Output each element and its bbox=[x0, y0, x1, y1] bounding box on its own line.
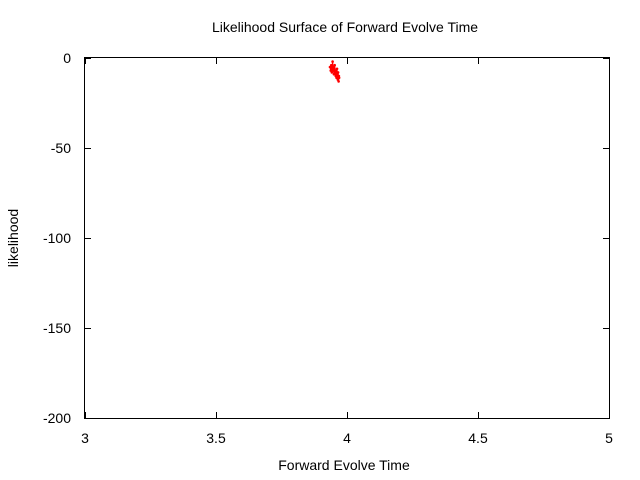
data-point bbox=[330, 71, 334, 74]
y-tick-label: 0 bbox=[63, 50, 71, 66]
data-point bbox=[335, 76, 338, 80]
x-tick-label: 3 bbox=[81, 430, 89, 446]
y-axis-label: likelihood bbox=[5, 209, 21, 267]
y-tick-label: -100 bbox=[43, 230, 71, 246]
x-tick-label: 3.5 bbox=[206, 430, 226, 446]
data-point bbox=[335, 67, 339, 71]
data-point bbox=[328, 65, 332, 69]
x-axis-label: Forward Evolve Time bbox=[278, 457, 410, 473]
chart-title: Likelihood Surface of Forward Evolve Tim… bbox=[212, 19, 478, 35]
data-point bbox=[333, 67, 336, 71]
axis-ticks bbox=[85, 58, 610, 419]
tick-labels: 3 3.5 4 4.5 5 0 -50 -100 -150 -200 bbox=[43, 50, 613, 446]
data-point bbox=[332, 72, 336, 76]
series-group bbox=[328, 60, 341, 83]
data-point bbox=[337, 80, 340, 83]
y-tick-label: -50 bbox=[51, 140, 71, 156]
data-point bbox=[333, 63, 336, 67]
data-point bbox=[331, 69, 335, 72]
x-tick-label: 4.5 bbox=[468, 430, 488, 446]
x-tick-label: 4 bbox=[343, 430, 351, 446]
data-point bbox=[331, 60, 334, 63]
y-tick-label: -150 bbox=[43, 320, 71, 336]
plot-frame bbox=[84, 57, 610, 419]
data-point bbox=[329, 63, 333, 67]
data-point bbox=[337, 76, 341, 80]
x-tick-label: 5 bbox=[605, 430, 613, 446]
y-tick-label: -200 bbox=[43, 410, 71, 426]
data-point bbox=[336, 71, 340, 74]
